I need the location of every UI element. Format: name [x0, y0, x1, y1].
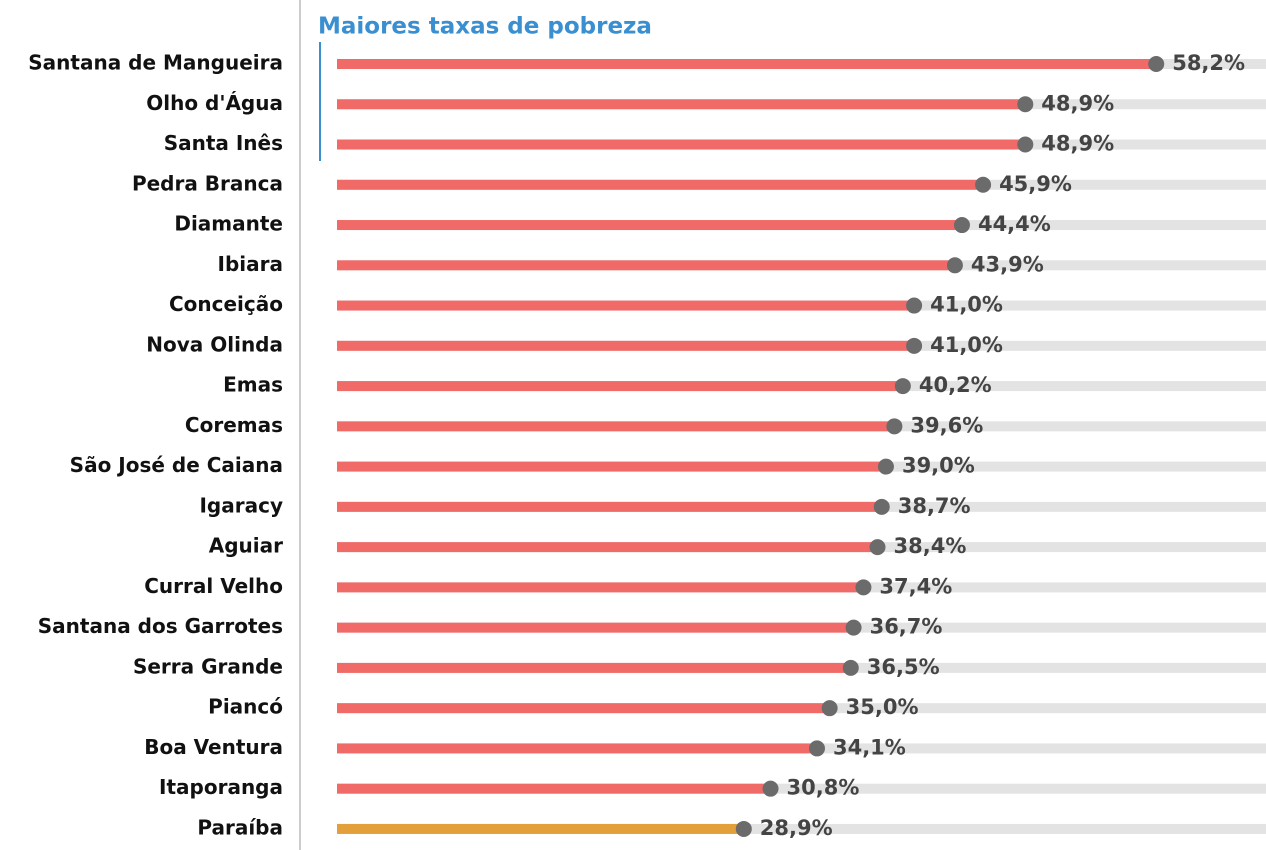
dot [886, 418, 903, 435]
dot [953, 217, 970, 234]
category-label: Diamante [174, 212, 283, 236]
bar [337, 662, 851, 673]
bar [337, 381, 903, 392]
dot [906, 297, 923, 314]
category-label: Santana de Mangueira [28, 51, 283, 75]
dot [845, 619, 862, 636]
value-label: 48,9% [1041, 91, 1114, 115]
bar [337, 179, 984, 190]
bar [337, 703, 830, 714]
bar [337, 260, 955, 271]
value-label: 45,9% [999, 172, 1072, 196]
dot [1017, 96, 1034, 113]
value-label: 34,1% [833, 735, 906, 759]
category-label: Nova Olinda [146, 332, 283, 356]
dot [842, 659, 859, 676]
value-label: 38,7% [898, 494, 971, 518]
value-label: 43,9% [971, 252, 1044, 276]
category-label: Santa Inês [164, 131, 283, 155]
dot [894, 378, 911, 395]
category-label: Aguiar [209, 534, 283, 558]
category-label: Conceição [169, 292, 283, 316]
bar [337, 622, 854, 633]
bar [337, 823, 744, 834]
category-label: Igaracy [199, 493, 283, 517]
dot [1017, 136, 1034, 153]
value-label: 58,2% [1172, 51, 1245, 75]
category-label: Boa Ventura [144, 735, 283, 759]
bar [337, 59, 1157, 69]
value-label: 41,0% [930, 333, 1003, 357]
bar [337, 139, 1026, 150]
bar [337, 461, 886, 472]
category-label: Ibiara [218, 252, 283, 276]
dot [855, 579, 872, 596]
value-label: 28,9% [760, 816, 833, 840]
dot [1148, 56, 1165, 72]
bar [337, 220, 962, 231]
category-label: Paraíba [197, 815, 283, 839]
category-label: Serra Grande [133, 654, 283, 678]
category-label: Olho d'Água [146, 91, 283, 115]
bar [337, 340, 915, 351]
category-label: Emas [223, 373, 283, 397]
value-label: 36,5% [867, 655, 940, 679]
dot [869, 539, 886, 556]
category-label: São José de Caiana [70, 453, 283, 477]
bar [337, 421, 895, 432]
dot [877, 458, 894, 475]
category-label: Santana dos Garrotes [38, 614, 283, 638]
category-label: Curral Velho [144, 574, 283, 598]
value-label: 38,4% [894, 534, 967, 558]
category-label: Coremas [185, 413, 283, 437]
bar [337, 501, 882, 512]
value-label: 30,8% [787, 776, 860, 800]
value-label: 40,2% [919, 373, 992, 397]
value-label: 44,4% [978, 212, 1051, 236]
bar [337, 743, 817, 754]
dot [946, 257, 963, 274]
dot [906, 337, 923, 354]
dot [821, 700, 838, 717]
category-label: Piancó [208, 695, 283, 719]
value-label: 37,4% [879, 574, 952, 598]
value-label: 35,0% [846, 695, 919, 719]
bar [337, 542, 878, 553]
dot [975, 176, 992, 193]
value-label: 48,9% [1041, 132, 1114, 156]
track [337, 823, 1266, 834]
value-label: 39,6% [910, 413, 983, 437]
category-label: Pedra Branca [132, 171, 283, 195]
dot [762, 780, 779, 797]
bar [337, 582, 864, 593]
bar [337, 300, 915, 311]
value-label: 39,0% [902, 454, 975, 478]
chart-title: Maiores taxas de pobreza [318, 14, 652, 40]
track [337, 783, 1266, 794]
category-label: Itaporanga [159, 775, 283, 799]
value-label: 36,7% [870, 615, 943, 639]
dot [808, 740, 825, 757]
bar [337, 783, 771, 794]
dot [735, 820, 752, 837]
value-label: 41,0% [930, 293, 1003, 317]
bar [337, 99, 1026, 110]
dot [873, 498, 890, 515]
